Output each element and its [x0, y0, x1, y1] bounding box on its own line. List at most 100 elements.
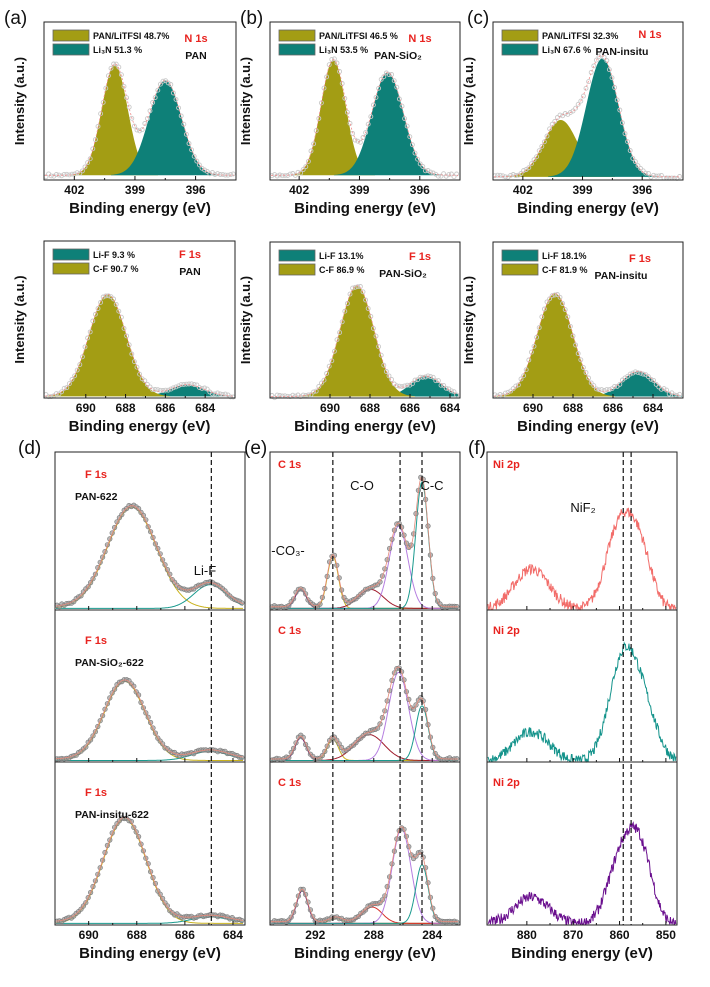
- data-point: [129, 351, 135, 357]
- data-point: [209, 391, 215, 397]
- legend-entry: C-F 81.9 %: [542, 265, 588, 275]
- data-point: [144, 116, 150, 122]
- x-tick-label: 688: [360, 401, 380, 415]
- data-point: [389, 377, 395, 382]
- x-axis-label: Binding energy (eV): [294, 418, 436, 435]
- component-line-C-C: [271, 705, 458, 761]
- spectrum-title: F 1s: [629, 253, 651, 265]
- sample-label: PAN-SiO₂-622: [75, 657, 144, 669]
- x-axis-label: Binding energy (eV): [69, 418, 211, 435]
- data-point: [394, 383, 400, 389]
- data-point: [59, 389, 65, 395]
- data-point: [355, 284, 361, 290]
- data-point: [87, 156, 93, 162]
- data-point: [189, 381, 195, 387]
- data-point: [212, 172, 218, 177]
- data-point: [407, 134, 413, 140]
- legend-swatch-Li3N: [278, 43, 316, 56]
- x-tick-label: 402: [289, 183, 309, 197]
- legend-swatch-Li3N: [52, 43, 90, 56]
- spectrum-b: [269, 56, 460, 180]
- plot-frame: [492, 241, 684, 399]
- data-point: [612, 383, 618, 389]
- data-point: [61, 171, 67, 177]
- data-point: [518, 376, 524, 382]
- data-point: [352, 284, 358, 290]
- component-line-C-O: [271, 671, 458, 761]
- fit-envelope: [271, 666, 458, 760]
- data-point: [173, 96, 179, 102]
- x-axis-label: Binding energy (eV): [511, 945, 653, 962]
- data-point: [108, 65, 114, 71]
- spectrum-f-1: [487, 641, 677, 763]
- data-point: [337, 330, 343, 335]
- data-point: [157, 387, 163, 393]
- data-point: [583, 370, 589, 376]
- x-tick-label: 870: [563, 928, 583, 942]
- y-axis-label: Intensity (a.u.): [238, 57, 253, 145]
- spectrum-e-0: [269, 474, 460, 611]
- data-point: [324, 74, 330, 80]
- data-point: [329, 358, 335, 364]
- data-point: [92, 137, 98, 143]
- data-point: [599, 387, 605, 393]
- legend-swatch-C-F: [52, 262, 90, 275]
- data-point: [124, 333, 130, 339]
- plot-frame: [492, 21, 684, 181]
- data-point: [365, 121, 371, 127]
- data-point: [596, 387, 602, 393]
- spectrum-title: C 1s: [278, 625, 301, 637]
- legend-entry: PAN/LiTFSI 46.5 %: [319, 31, 398, 41]
- data-point: [321, 377, 327, 383]
- data-point: [121, 83, 127, 89]
- data-point: [645, 170, 651, 176]
- x-tick-label: 690: [76, 401, 96, 415]
- spectrum-title: N 1s: [184, 33, 207, 45]
- x-axis-label: Binding energy (eV): [294, 945, 436, 962]
- data-point: [269, 393, 275, 398]
- spectrum-title: F 1s: [85, 469, 107, 481]
- data-point: [331, 56, 337, 62]
- data-point: [635, 370, 641, 376]
- data-point: [593, 386, 599, 392]
- legend-entry: Li-F 18.1%: [542, 251, 587, 261]
- data-point: [300, 734, 306, 741]
- x-tick-label: 684: [643, 401, 663, 415]
- x-tick-label: 688: [127, 928, 147, 942]
- data-point: [222, 172, 228, 178]
- data-point: [90, 146, 96, 152]
- x-tick-label: 690: [79, 928, 99, 942]
- data-point: [152, 95, 158, 100]
- data-point: [194, 158, 200, 164]
- plot-frame: [486, 761, 678, 926]
- data-point: [308, 392, 314, 398]
- data-point: [277, 172, 283, 178]
- data-point: [583, 85, 589, 91]
- sample-label: PAN-SiO₂: [374, 50, 422, 62]
- fit-envelope: [271, 59, 458, 176]
- data-point: [381, 362, 387, 368]
- data-point: [155, 387, 161, 393]
- x-tick-label: 684: [440, 401, 460, 415]
- data-point: [95, 306, 101, 311]
- data-point: [612, 85, 618, 90]
- data-point: [111, 296, 117, 302]
- data-point: [202, 167, 208, 173]
- data-point: [363, 907, 369, 913]
- x-tick-label: 688: [116, 401, 136, 415]
- data-point: [378, 76, 384, 82]
- legend-swatch-PAN/LiTFSI: [501, 29, 539, 42]
- spectrum-line: [487, 507, 677, 612]
- data-point: [658, 172, 664, 178]
- data-point: [305, 392, 311, 398]
- data-point: [573, 342, 579, 348]
- legend-swatch-C-F: [501, 263, 539, 276]
- data-point: [100, 294, 106, 300]
- data-point: [376, 344, 382, 350]
- data-point: [510, 386, 516, 392]
- data-point: [523, 367, 529, 373]
- data-point: [282, 173, 288, 179]
- data-point: [53, 172, 59, 177]
- data-point: [497, 172, 503, 178]
- data-point: [170, 385, 176, 391]
